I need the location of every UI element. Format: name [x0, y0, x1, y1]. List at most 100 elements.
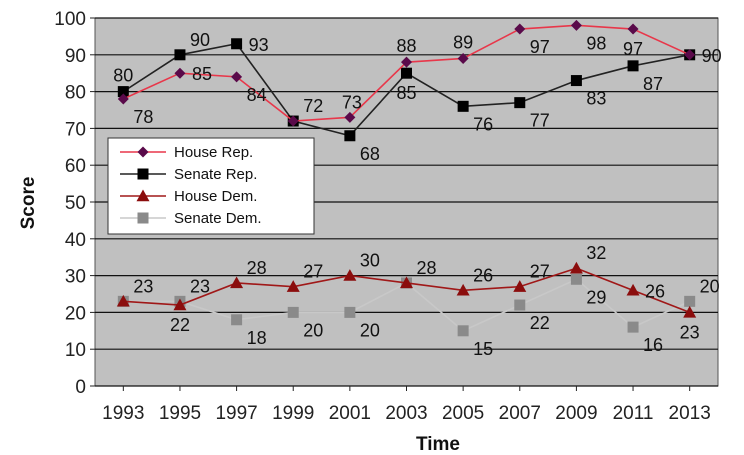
legend: House Rep. Senate Rep. House Dem. Senate De… [107, 137, 315, 235]
data-label: 97 [623, 39, 643, 59]
marker-house-dem [343, 269, 357, 281]
legend-label: Senate Dem. [174, 210, 262, 227]
data-label: 20 [700, 276, 720, 296]
data-label: 90 [702, 46, 722, 66]
series-house-rep [117, 19, 696, 127]
marker-house-rep [627, 23, 639, 35]
data-label: 72 [303, 96, 323, 116]
data-label: 76 [473, 114, 493, 134]
x-tick-label: 2009 [555, 403, 597, 424]
data-label: 84 [247, 85, 267, 105]
x-tick-label: 1993 [102, 403, 144, 424]
data-label: 15 [473, 339, 493, 359]
y-tick-label: 90 [65, 46, 86, 67]
data-label: 77 [530, 111, 550, 131]
data-label: 26 [645, 281, 665, 301]
marker-senate-rep [457, 100, 469, 112]
legend-item: House Rep. [120, 144, 253, 161]
x-tick-label: 2001 [329, 403, 371, 424]
marker-house-dem [456, 283, 470, 296]
data-label: 73 [342, 92, 362, 112]
data-label: 27 [530, 262, 550, 282]
marker-house-dem [400, 276, 413, 289]
marker-senate-rep [514, 97, 526, 109]
marker-house-rep [514, 23, 526, 35]
data-label: 22 [530, 313, 550, 333]
marker-senate-rep [401, 67, 412, 79]
legend-item: Senate Rep. [120, 166, 257, 183]
marker-house-rep [174, 67, 186, 79]
data-label: 98 [586, 33, 606, 53]
marker-senate-rep [344, 130, 356, 142]
data-label: 23 [133, 276, 153, 296]
data-label: 90 [190, 30, 210, 50]
y-axis-title: Score [18, 177, 39, 230]
y-tick-label: 0 [75, 377, 86, 398]
x-tick-label: 1999 [272, 403, 314, 424]
data-label: 20 [360, 320, 380, 340]
marker-house-dem [683, 305, 697, 318]
legend-marker [137, 168, 149, 180]
data-label: 22 [170, 315, 190, 335]
series-house-dem [116, 261, 697, 318]
legend-marker [136, 189, 150, 202]
x-tick-label: 2007 [499, 403, 541, 424]
x-tick-label: 2011 [613, 403, 654, 424]
data-label: 16 [643, 335, 663, 355]
marker-house-dem [569, 261, 583, 274]
data-label: 23 [190, 276, 210, 296]
marker-house-rep [457, 52, 469, 64]
marker-senate-dem [231, 314, 243, 326]
legend-item: Senate Dem. [120, 210, 262, 227]
x-tick-label: 2005 [442, 403, 484, 424]
marker-house-rep [684, 49, 696, 61]
x-tick-label: 1997 [215, 403, 257, 424]
marker-senate-dem [684, 295, 696, 307]
marker-house-dem [626, 283, 640, 296]
data-label: 80 [113, 66, 133, 86]
data-label: 30 [360, 251, 380, 271]
marker-senate-dem [514, 299, 526, 311]
data-label: 68 [360, 144, 380, 164]
y-tick-label: 30 [65, 267, 86, 288]
marker-senate-dem [457, 325, 469, 337]
y-tick-label: 100 [54, 9, 86, 30]
marker-house-dem [173, 298, 187, 311]
y-axis-ticks: 0 10 20 30 40 50 60 70 80 90 100 [54, 9, 95, 398]
y-tick-label: 20 [65, 303, 86, 324]
y-tick-label: 40 [65, 230, 86, 251]
marker-senate-rep [174, 49, 186, 61]
y-tick-label: 50 [65, 193, 86, 214]
data-label: 93 [249, 35, 269, 55]
marker-house-dem [230, 276, 244, 289]
marker-senate-rep [231, 38, 243, 50]
marker-senate-dem [287, 306, 299, 318]
legend-label: Senate Rep. [174, 166, 257, 183]
marker-house-dem [513, 280, 527, 292]
x-tick-label: 2013 [669, 403, 711, 424]
data-label: 97 [530, 37, 550, 57]
data-label: 18 [247, 328, 267, 348]
x-axis-ticks: 1993 1995 1997 1999 2001 2003 2005 2007 2009 2011… [102, 386, 711, 424]
y-tick-label: 70 [65, 119, 86, 140]
legend-marker [137, 146, 149, 158]
x-tick-label: 1995 [159, 403, 201, 424]
marker-house-rep [401, 56, 412, 68]
y-tick-label: 10 [65, 340, 86, 361]
marker-senate-rep [627, 60, 639, 72]
y-tick-label: 80 [65, 83, 86, 104]
data-label: 26 [473, 265, 493, 285]
legend-item: House Dem. [120, 188, 257, 205]
marker-house-rep [117, 93, 129, 105]
marker-house-dem [116, 294, 130, 307]
data-label: 28 [417, 258, 437, 278]
gridlines [95, 17, 718, 387]
data-label: 78 [133, 107, 153, 127]
legend-marker [137, 212, 149, 224]
marker-house-rep [287, 115, 299, 127]
x-axis-title: Time [416, 434, 460, 455]
data-label: 23 [680, 322, 700, 342]
marker-senate-dem [570, 273, 582, 285]
